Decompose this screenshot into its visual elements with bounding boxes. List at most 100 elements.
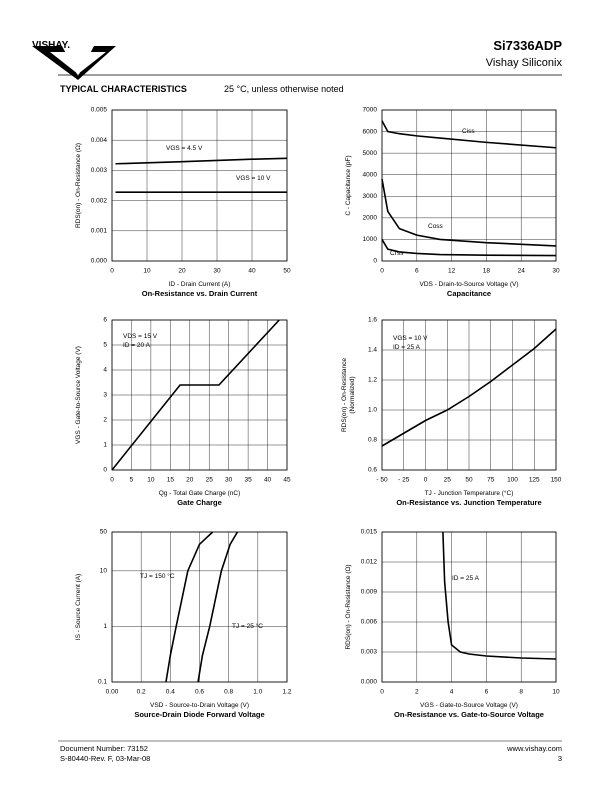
y-axis-label: RDS(on) - On-Resistance xyxy=(341,358,348,432)
x-axis-label: VSD - Source-to-Drain Voltage (V) xyxy=(150,702,249,709)
data-line xyxy=(381,328,557,447)
x-tick-label: 50 xyxy=(465,477,473,484)
x-tick-label: 0 xyxy=(110,268,114,275)
x-tick-label: 10 xyxy=(147,477,155,484)
y-axis-label: (Normalized) xyxy=(349,376,356,413)
data-line xyxy=(165,531,214,683)
section-condition: 25 °C, unless otherwise noted xyxy=(224,84,344,94)
series-label: VGS = 10 V xyxy=(236,175,271,182)
y-tick-label: 10 xyxy=(100,568,108,575)
x-tick-label: 25 xyxy=(444,477,452,484)
y-tick-label: 1.6 xyxy=(368,317,377,324)
x-tick-label: 150 xyxy=(551,477,562,484)
series-label: TJ = 150 °C xyxy=(140,572,175,580)
y-tick-label: 50 xyxy=(100,529,108,536)
part-number: Si7336ADP xyxy=(493,38,562,53)
x-tick-label: 4 xyxy=(450,689,454,696)
y-tick-label: 0.003 xyxy=(91,167,108,174)
x-tick-label: 0.6 xyxy=(195,689,204,696)
y-tick-label: 4 xyxy=(103,367,107,374)
data-line xyxy=(381,178,557,247)
y-tick-label: 0 xyxy=(103,467,107,474)
x-tick-label: 25 xyxy=(206,477,214,484)
x-tick-label: 0 xyxy=(380,268,384,275)
y-tick-label: 3 xyxy=(103,392,107,399)
data-line xyxy=(115,157,288,165)
y-tick-label: 0.006 xyxy=(361,619,378,626)
logo-mark xyxy=(50,52,106,74)
chart-title: On-Resistance vs. Junction Temperature xyxy=(396,498,541,507)
data-line xyxy=(442,531,557,660)
x-axis-label: VGS - Gate-to-Source Voltage (V) xyxy=(420,702,518,709)
x-tick-label: 0 xyxy=(424,477,428,484)
series-label: Ciss xyxy=(462,128,475,135)
url: www.vishay.com xyxy=(506,744,562,753)
x-tick-label: 0.4 xyxy=(166,689,175,696)
page-number: 3 xyxy=(558,754,562,763)
x-tick-label: 0 xyxy=(380,689,384,696)
y-tick-label: 0.001 xyxy=(91,228,108,235)
y-tick-label: 0.009 xyxy=(361,589,378,596)
series-label: Coss xyxy=(428,223,444,230)
x-tick-label: 15 xyxy=(167,477,175,484)
y-axis-label: RDS(on) - On-Resistance (Ω) xyxy=(345,564,352,649)
x-tick-label: 24 xyxy=(518,268,526,275)
chart-title: On-Resistance vs. Drain Current xyxy=(142,289,258,298)
y-tick-label: 0.003 xyxy=(361,649,378,656)
y-tick-label: 0.012 xyxy=(361,559,378,566)
y-tick-label: 7000 xyxy=(363,107,378,114)
y-tick-label: 0.015 xyxy=(361,529,378,536)
x-axis-label: ID - Drain Current (A) xyxy=(169,281,231,288)
revision: S-80440-Rev. F, 03-Mar-08 xyxy=(60,754,150,763)
y-tick-label: 0.005 xyxy=(91,107,108,114)
section-title: TYPICAL CHARACTERISTICS xyxy=(60,84,187,94)
x-tick-label: 125 xyxy=(529,477,540,484)
x-tick-label: 1.2 xyxy=(282,689,291,696)
y-tick-label: 1.4 xyxy=(368,347,377,354)
annotation: VGS = 10 V xyxy=(393,335,428,342)
y-tick-label: 5000 xyxy=(363,150,378,157)
y-tick-label: 0 xyxy=(373,258,377,265)
y-tick-label: 1 xyxy=(103,623,107,630)
y-tick-label: 0.004 xyxy=(91,137,108,144)
data-line xyxy=(197,531,239,683)
data-line xyxy=(381,239,557,257)
chart-title: Gate Charge xyxy=(177,498,222,507)
y-tick-label: 6 xyxy=(103,317,107,324)
x-tick-label: - 50 xyxy=(376,477,388,484)
plot-frame xyxy=(111,109,288,262)
x-tick-label: 0.00 xyxy=(106,689,119,696)
x-tick-label: 50 xyxy=(283,268,291,275)
series-label: VGS = 4.5 V xyxy=(166,145,203,152)
y-tick-label: 0.000 xyxy=(361,679,378,686)
y-tick-label: 0.6 xyxy=(368,467,377,474)
series-label: ID = 25 A xyxy=(452,575,480,582)
series-label: Crss xyxy=(390,250,404,257)
x-tick-label: 20 xyxy=(178,268,186,275)
x-tick-label: 45 xyxy=(283,477,291,484)
y-tick-label: 0.1 xyxy=(98,679,107,686)
x-tick-label: 18 xyxy=(483,268,491,275)
data-line xyxy=(381,120,557,149)
plot-frame xyxy=(381,531,557,683)
x-tick-label: 30 xyxy=(225,477,233,484)
x-tick-label: 0 xyxy=(110,477,114,484)
y-tick-label: 0.002 xyxy=(91,197,108,204)
x-tick-label: 6 xyxy=(415,268,419,275)
x-tick-label: 5 xyxy=(130,477,134,484)
y-tick-label: 0.000 xyxy=(91,258,108,265)
y-tick-label: 4000 xyxy=(363,171,378,178)
y-tick-label: 1 xyxy=(103,442,107,449)
x-axis-label: Qg - Total Gate Charge (nC) xyxy=(159,490,241,497)
x-tick-label: 12 xyxy=(448,268,456,275)
chart-title: On-Resistance vs. Gate-to-Source Voltage xyxy=(394,710,544,719)
x-tick-label: 2 xyxy=(415,689,419,696)
y-tick-label: 2 xyxy=(103,417,107,424)
y-axis-label: C - Capacitance (pF) xyxy=(345,155,352,215)
chart-title: Source-Drain Diode Forward Voltage xyxy=(134,710,264,719)
annotation: ID = 20 A xyxy=(123,342,151,349)
y-axis-label: IS - Source Current (A) xyxy=(75,574,82,640)
x-tick-label: 8 xyxy=(519,689,523,696)
annotation: ID = 25 A xyxy=(393,344,421,351)
